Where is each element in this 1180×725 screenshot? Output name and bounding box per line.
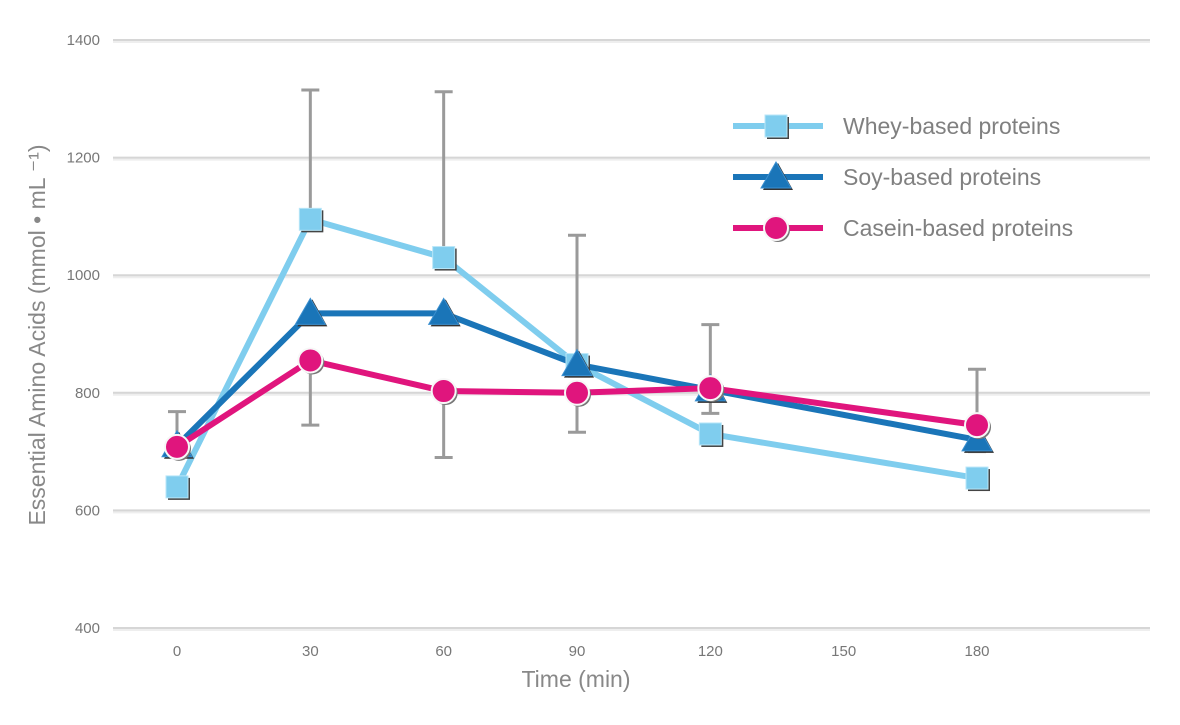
series-line: [174, 310, 980, 449]
x-tick-label: 150: [831, 643, 856, 660]
legend-marker-square: [764, 114, 788, 138]
x-tick-label: 60: [435, 643, 452, 660]
legend-label: Casein-based proteins: [843, 215, 1073, 241]
data-point-triangle: [561, 348, 593, 377]
series-line: [174, 357, 980, 450]
y-tick-label: 1400: [67, 32, 100, 49]
y-axis-title: Essential Amino Acids (mmol • mL ⁻¹): [24, 144, 50, 525]
x-tick-label: 180: [964, 643, 989, 660]
data-point-square: [165, 475, 189, 499]
series-lines: [174, 216, 980, 490]
y-tick-label: 600: [75, 502, 100, 519]
data-point-triangle: [427, 297, 460, 325]
x-tick-label: 30: [302, 643, 319, 660]
data-point-square: [298, 207, 322, 231]
series-markers: [161, 207, 994, 500]
legend-marker-triangle: [760, 160, 792, 189]
data-point-square: [698, 422, 722, 446]
data-point-circle: [297, 347, 324, 374]
legend-marker-circle: [763, 215, 789, 241]
data-point-square: [965, 466, 989, 490]
x-axis-ticks: 0 30 60 90 120 150 180: [173, 643, 990, 660]
x-tick-label: 120: [698, 643, 723, 660]
data-point-circle: [164, 433, 190, 460]
x-tick-label: 90: [569, 643, 586, 660]
x-tick-label: 0: [173, 643, 181, 660]
data-point-circle: [564, 379, 590, 406]
legend-label: Soy-based proteins: [843, 164, 1041, 190]
legend-label: Whey-based proteins: [843, 113, 1060, 139]
data-point-triangle: [294, 297, 327, 325]
data-point-circle: [430, 378, 457, 405]
data-point-square: [432, 246, 456, 270]
series-line: [174, 216, 980, 490]
y-tick-label: 1000: [67, 267, 100, 284]
y-axis-ticks: 400 600 800 1000 1200 1400: [67, 32, 100, 637]
y-tick-label: 400: [75, 620, 100, 637]
data-point-circle: [697, 375, 724, 402]
y-tick-label: 1200: [67, 150, 100, 167]
data-point-circle: [964, 412, 990, 439]
y-tick-label: 800: [75, 385, 100, 402]
legend: Whey-based proteins Soy-based proteins Cas…: [733, 113, 1073, 242]
x-axis-title: Time (min): [521, 666, 630, 692]
